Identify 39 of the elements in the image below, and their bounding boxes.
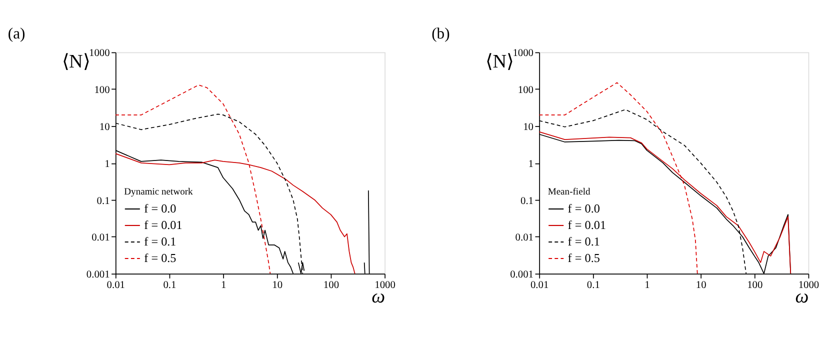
legend-label: f = 0.1 (568, 234, 600, 248)
legend-label: f = 0.5 (568, 250, 600, 265)
legend-title: Mean-field (548, 186, 590, 198)
y-tick-label: 0.1 (520, 196, 534, 207)
legend-label: f = 0.1 (144, 234, 176, 248)
y-tick-label: 0.01 (515, 232, 534, 244)
x-tick-label: 0.1 (163, 280, 176, 291)
x-tick-label: 1 (220, 280, 226, 291)
y-axis-title: ⟨N⟩ (486, 51, 514, 72)
y-tick-label: 0.001 (510, 270, 534, 281)
y-tick-label: 1 (104, 158, 110, 170)
x-tick-label: 100 (323, 280, 340, 291)
chart-title: (a) (8, 25, 26, 42)
legend-label: f = 0.01 (568, 218, 606, 232)
x-tick-label: 1 (644, 280, 650, 291)
x-tick-label: 0.01 (106, 280, 126, 291)
y-axis-title: ⟨N⟩ (62, 51, 90, 72)
y-tick-label: 1 (528, 158, 534, 170)
legend-label: f = 0.0 (144, 201, 176, 216)
x-tick-label: 10 (272, 280, 283, 291)
x-tick-label: 10 (696, 280, 706, 291)
x-tick-label: 0.1 (586, 280, 600, 291)
y-tick-label: 0.1 (96, 196, 110, 207)
y-tick-label: 1000 (89, 48, 110, 60)
y-tick-label: 0.001 (86, 270, 110, 281)
x-tick-label: 0.01 (530, 280, 549, 291)
legend-label: f = 0.0 (568, 201, 600, 216)
legend-label: f = 0.5 (144, 250, 176, 265)
x-tick-label: 1000 (798, 280, 820, 291)
y-tick-label: 1000 (512, 48, 534, 60)
y-tick-label: 100 (518, 85, 534, 96)
x-tick-label: 100 (747, 280, 763, 291)
y-tick-label: 10 (99, 122, 110, 133)
y-tick-label: 100 (94, 85, 110, 96)
y-tick-label: 0.01 (92, 232, 110, 244)
legend-title: Dynamic network (124, 186, 194, 198)
legend-label: f = 0.01 (144, 218, 182, 232)
y-tick-label: 10 (523, 122, 534, 133)
chart-title: (b) (432, 25, 450, 42)
